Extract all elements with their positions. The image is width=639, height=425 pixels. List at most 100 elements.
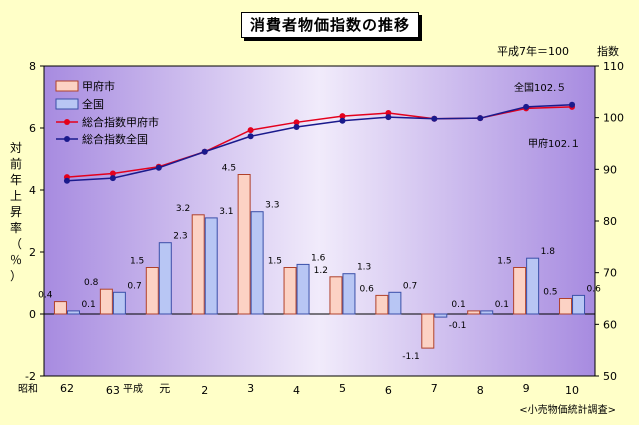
line-national-point <box>569 101 576 108</box>
line-national-point <box>247 133 254 140</box>
bar-kofu <box>513 267 527 315</box>
bar-national-label: 2.3 <box>173 232 187 242</box>
bar-kofu-label: 3.2 <box>176 204 190 214</box>
base-note: 平成7年＝100 <box>497 44 569 58</box>
plot-area <box>43 65 596 377</box>
left-axis-tick-label: -2 <box>25 370 36 383</box>
x-category-label: 63 <box>106 384 120 397</box>
right-axis-tick-label: 110 <box>603 60 624 73</box>
bar-kofu <box>191 214 205 315</box>
x-category-label: 4 <box>293 384 300 397</box>
legend-swatch-national <box>55 98 79 110</box>
bar-kofu-label: 1.5 <box>497 257 511 267</box>
legend-label-line-national: 総合指数全国 <box>82 132 148 146</box>
x-category-label: 元 <box>159 382 170 395</box>
left-axis-tick-label: 0 <box>29 308 36 321</box>
bar-kofu <box>375 294 389 315</box>
bar-kofu-label: 0.6 <box>360 284 375 294</box>
bar-national-label: 3.1 <box>219 207 233 217</box>
right-axis-tick-label: 80 <box>603 215 617 228</box>
line-kofu-point <box>247 127 254 134</box>
line-national-point <box>109 175 116 182</box>
x-category-label: 9 <box>523 382 530 395</box>
bar-national-label: 0.7 <box>403 281 417 291</box>
line-kofu-point <box>339 113 346 120</box>
line-national-point <box>523 103 530 110</box>
right-axis-tick-label: 70 <box>603 267 617 280</box>
bar-national-label: 0.7 <box>127 281 141 291</box>
bar-kofu <box>559 298 573 315</box>
line-national-point <box>293 123 300 130</box>
chart-title: 消費者物価指数の推移 <box>241 12 419 38</box>
line-national-line <box>66 104 573 182</box>
legend-swatch-kofu <box>55 80 79 92</box>
x-category-label: 10 <box>565 384 579 397</box>
line-national-point <box>431 115 438 122</box>
legend-marker-line-national <box>64 136 70 142</box>
right-axis-title: 指数 <box>597 44 619 58</box>
bar-kofu-label: 1.5 <box>130 257 144 267</box>
bar-national <box>342 273 356 315</box>
right-axis-tick-label: 60 <box>603 318 617 331</box>
bar-kofu-label: -1.1 <box>402 352 420 362</box>
legend-label-line-kofu: 総合指数甲府市 <box>82 115 159 129</box>
line-kofu-point <box>109 170 116 177</box>
era-label-showa: 昭和 <box>18 383 38 395</box>
x-category-label: 6 <box>385 384 392 397</box>
x-category-label: 7 <box>431 382 438 395</box>
bar-kofu-label: 1.5 <box>268 257 282 267</box>
left-axis-tick-label: 4 <box>29 184 36 197</box>
x-category-label: 62 <box>60 382 74 395</box>
bar-kofu <box>99 288 113 315</box>
line-national-point <box>63 177 70 184</box>
bar-kofu-label: 0.8 <box>84 278 99 288</box>
bar-kofu <box>237 174 251 315</box>
x-category-label: 8 <box>477 384 484 397</box>
bar-kofu-label: 0.1 <box>451 300 465 310</box>
bar-national-label: 1.8 <box>541 247 556 257</box>
bar-kofu-label: 1.2 <box>314 266 328 276</box>
bar-kofu <box>145 267 159 315</box>
bar-national-label: 3.3 <box>265 201 279 211</box>
bar-national <box>388 291 402 315</box>
bar-national-label: 1.6 <box>311 253 326 263</box>
line-kofu-point <box>293 119 300 126</box>
bar-national <box>250 211 264 315</box>
right-axis-tick-label: 90 <box>603 163 617 176</box>
line-national-point <box>201 148 208 155</box>
line-national-point <box>155 164 162 171</box>
legend-marker-line-kofu <box>64 119 70 125</box>
bar-kofu <box>467 310 481 315</box>
line-national-point <box>477 115 484 122</box>
right-axis-tick-label: 50 <box>603 370 617 383</box>
line-national-point <box>339 117 346 124</box>
x-category-label: 2 <box>201 384 208 397</box>
bar-national-label: -0.1 <box>449 321 467 331</box>
legend-label-national: 全国 <box>82 97 104 111</box>
x-category-label: 3 <box>247 382 254 395</box>
left-axis-tick-label: 8 <box>29 60 36 73</box>
legend-label-kofu: 甲府市 <box>82 79 115 93</box>
bar-national <box>434 313 448 318</box>
bar-kofu-label: 0.5 <box>543 288 557 298</box>
bar-national-label: 0.1 <box>495 300 509 310</box>
left-axis-tick-label: 6 <box>29 122 36 135</box>
line-kofu-point <box>385 110 392 117</box>
bar-national-label: 0.6 <box>587 284 602 294</box>
bar-kofu <box>53 301 67 315</box>
bar-kofu <box>421 313 435 349</box>
bar-national-label: 0.1 <box>81 300 95 310</box>
bar-national <box>112 291 126 315</box>
annotation-national: 全国102.５ <box>514 81 566 94</box>
annotation-kofu: 甲府102.１ <box>528 137 580 150</box>
bar-kofu-label: 4.5 <box>222 164 236 174</box>
left-axis-title: 対前年上昇率（％） <box>10 141 22 283</box>
bar-national <box>526 257 540 315</box>
source-note: <小売物価統計調査> <box>519 403 616 416</box>
line-national-point <box>385 114 392 121</box>
era-label-heisei: 平成 <box>123 383 143 395</box>
bar-national <box>572 294 586 315</box>
bar-kofu-label: 0.4 <box>38 291 53 301</box>
bar-national-label: 1.3 <box>357 263 371 273</box>
